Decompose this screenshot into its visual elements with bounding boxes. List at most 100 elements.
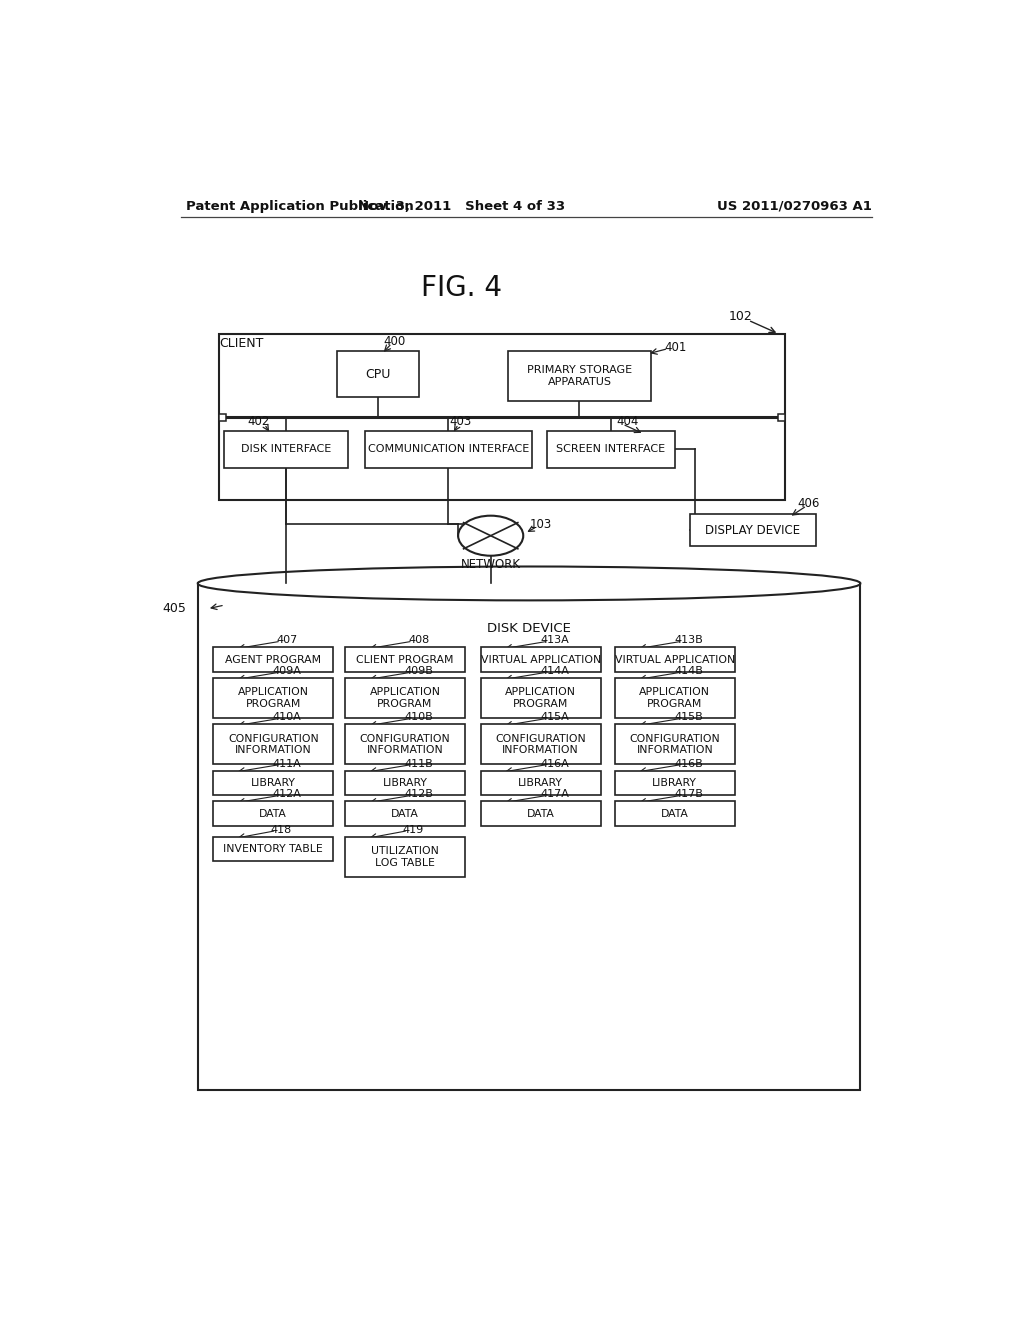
Text: 406: 406 <box>798 496 819 510</box>
Text: 409A: 409A <box>272 667 302 676</box>
Text: DATA: DATA <box>391 809 419 818</box>
Text: INVENTORY TABLE: INVENTORY TABLE <box>223 843 324 854</box>
FancyBboxPatch shape <box>614 725 735 764</box>
FancyBboxPatch shape <box>614 678 735 718</box>
FancyBboxPatch shape <box>213 725 334 764</box>
FancyBboxPatch shape <box>480 647 601 672</box>
FancyBboxPatch shape <box>337 351 419 397</box>
Text: DISK INTERFACE: DISK INTERFACE <box>241 445 331 454</box>
FancyBboxPatch shape <box>219 334 785 499</box>
Text: PRIMARY STORAGE
APPARATUS: PRIMARY STORAGE APPARATUS <box>527 366 632 387</box>
Text: 404: 404 <box>616 416 639 428</box>
Text: CONFIGURATION
INFORMATION: CONFIGURATION INFORMATION <box>359 734 451 755</box>
FancyBboxPatch shape <box>480 678 601 718</box>
FancyBboxPatch shape <box>480 801 601 826</box>
Text: CONFIGURATION
INFORMATION: CONFIGURATION INFORMATION <box>630 734 720 755</box>
Text: CONFIGURATION
INFORMATION: CONFIGURATION INFORMATION <box>496 734 586 755</box>
FancyBboxPatch shape <box>508 351 651 401</box>
FancyBboxPatch shape <box>614 771 735 795</box>
FancyBboxPatch shape <box>345 725 465 764</box>
Text: 410A: 410A <box>272 713 302 722</box>
Text: APPLICATION
PROGRAM: APPLICATION PROGRAM <box>639 688 711 709</box>
Text: SCREEN INTERFACE: SCREEN INTERFACE <box>556 445 666 454</box>
Text: 102: 102 <box>728 310 752 323</box>
Text: 407: 407 <box>276 635 298 645</box>
Text: VIRTUAL APPLICATION: VIRTUAL APPLICATION <box>480 655 601 665</box>
Text: 409B: 409B <box>404 667 433 676</box>
FancyBboxPatch shape <box>198 583 860 1090</box>
Text: 408: 408 <box>409 635 430 645</box>
Text: LIBRARY: LIBRARY <box>383 777 427 788</box>
Text: 405: 405 <box>163 602 186 615</box>
FancyBboxPatch shape <box>219 413 226 421</box>
Text: 415A: 415A <box>541 713 569 722</box>
FancyBboxPatch shape <box>547 430 675 469</box>
Text: DATA: DATA <box>526 809 555 818</box>
FancyBboxPatch shape <box>213 837 334 862</box>
Text: COMMUNICATION INTERFACE: COMMUNICATION INTERFACE <box>368 445 529 454</box>
FancyBboxPatch shape <box>345 678 465 718</box>
FancyBboxPatch shape <box>614 647 735 672</box>
Text: APPLICATION
PROGRAM: APPLICATION PROGRAM <box>505 688 577 709</box>
Text: LIBRARY: LIBRARY <box>518 777 563 788</box>
Text: Patent Application Publication: Patent Application Publication <box>186 199 414 213</box>
FancyBboxPatch shape <box>614 801 735 826</box>
FancyBboxPatch shape <box>480 771 601 795</box>
Text: 419: 419 <box>402 825 424 834</box>
Text: VIRTUAL APPLICATION: VIRTUAL APPLICATION <box>614 655 735 665</box>
Text: 413A: 413A <box>541 635 569 645</box>
Text: 413B: 413B <box>675 635 703 645</box>
Text: 411A: 411A <box>272 759 302 768</box>
FancyBboxPatch shape <box>345 771 465 795</box>
Text: 417B: 417B <box>674 789 703 800</box>
Text: 103: 103 <box>530 517 552 531</box>
FancyBboxPatch shape <box>213 678 334 718</box>
Text: 414A: 414A <box>541 667 569 676</box>
FancyBboxPatch shape <box>366 430 531 469</box>
Ellipse shape <box>458 516 523 556</box>
Text: 402: 402 <box>248 416 270 428</box>
FancyBboxPatch shape <box>690 515 816 546</box>
FancyBboxPatch shape <box>778 413 785 421</box>
Text: DISPLAY DEVICE: DISPLAY DEVICE <box>706 524 801 537</box>
FancyBboxPatch shape <box>213 647 334 672</box>
Text: 415B: 415B <box>675 713 703 722</box>
Text: US 2011/0270963 A1: US 2011/0270963 A1 <box>717 199 872 213</box>
Text: 411B: 411B <box>404 759 433 768</box>
Text: DISK DEVICE: DISK DEVICE <box>487 622 571 635</box>
Text: 403: 403 <box>449 416 471 428</box>
Ellipse shape <box>198 566 860 601</box>
Text: 417A: 417A <box>541 789 569 800</box>
Text: 414B: 414B <box>674 667 703 676</box>
Text: CLIENT PROGRAM: CLIENT PROGRAM <box>356 655 454 665</box>
Text: LIBRARY: LIBRARY <box>652 777 697 788</box>
Text: CONFIGURATION
INFORMATION: CONFIGURATION INFORMATION <box>228 734 318 755</box>
FancyBboxPatch shape <box>345 647 465 672</box>
Text: CPU: CPU <box>366 367 390 380</box>
Text: FIG. 4: FIG. 4 <box>421 273 502 302</box>
Text: 400: 400 <box>384 335 407 348</box>
Text: DATA: DATA <box>660 809 689 818</box>
Text: AGENT PROGRAM: AGENT PROGRAM <box>225 655 322 665</box>
Text: NETWORK: NETWORK <box>461 558 520 572</box>
Text: Nov. 3, 2011   Sheet 4 of 33: Nov. 3, 2011 Sheet 4 of 33 <box>357 199 565 213</box>
FancyBboxPatch shape <box>345 837 465 876</box>
Text: 418: 418 <box>270 825 292 834</box>
Text: APPLICATION
PROGRAM: APPLICATION PROGRAM <box>370 688 440 709</box>
Text: UTILIZATION
LOG TABLE: UTILIZATION LOG TABLE <box>371 846 439 867</box>
Text: DATA: DATA <box>259 809 288 818</box>
Text: APPLICATION
PROGRAM: APPLICATION PROGRAM <box>238 688 309 709</box>
Text: LIBRARY: LIBRARY <box>251 777 296 788</box>
FancyBboxPatch shape <box>213 801 334 826</box>
FancyBboxPatch shape <box>345 801 465 826</box>
Text: 412B: 412B <box>404 789 433 800</box>
Text: 416B: 416B <box>675 759 703 768</box>
Text: 410B: 410B <box>404 713 433 722</box>
Text: 401: 401 <box>665 341 687 354</box>
FancyBboxPatch shape <box>224 430 348 469</box>
FancyBboxPatch shape <box>213 771 334 795</box>
Text: 416A: 416A <box>541 759 569 768</box>
Text: 412A: 412A <box>272 789 302 800</box>
Text: CLIENT: CLIENT <box>219 338 263 351</box>
FancyBboxPatch shape <box>480 725 601 764</box>
